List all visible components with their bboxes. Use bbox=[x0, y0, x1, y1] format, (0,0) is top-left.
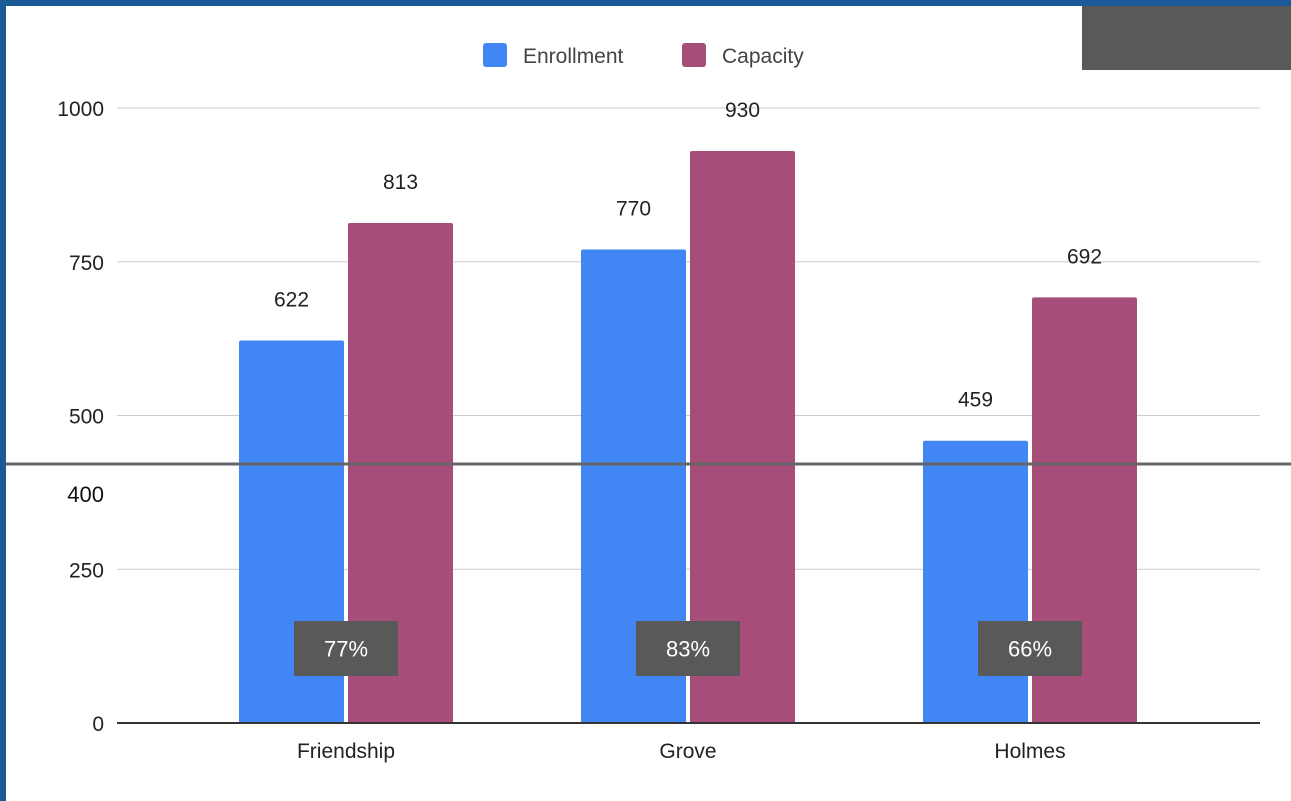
bar-capacity-grove bbox=[690, 151, 795, 724]
x-category-label: Holmes bbox=[994, 740, 1065, 763]
legend-swatch bbox=[483, 43, 507, 67]
x-category-label: Friendship bbox=[297, 740, 395, 763]
bar-chart: 0 250 500 750 1000 622 813 Friendship 77% 770 930 G… bbox=[6, 43, 1291, 763]
bar-enrollment-grove bbox=[581, 249, 686, 723]
data-label: 692 bbox=[1067, 245, 1102, 268]
chart-frame: 0 250 500 750 1000 622 813 Friendship 77% 770 930 G… bbox=[6, 6, 1291, 801]
y-tick-label: 500 bbox=[69, 406, 104, 429]
bar-capacity-holmes bbox=[1032, 297, 1137, 723]
y-tick-label: 250 bbox=[69, 559, 104, 582]
ratio-box bbox=[636, 621, 740, 676]
y-tick-label: 750 bbox=[69, 252, 104, 275]
data-label: 622 bbox=[274, 288, 309, 311]
ratio-label: 66% bbox=[1008, 637, 1052, 662]
legend-label: Enrollment bbox=[523, 45, 624, 68]
data-label: 459 bbox=[958, 389, 993, 412]
data-label: 770 bbox=[616, 197, 651, 220]
reference-line-label: 400 bbox=[67, 482, 104, 507]
bar-capacity-friendship bbox=[348, 223, 453, 723]
ratio-label: 77% bbox=[324, 637, 368, 662]
ratio-box bbox=[294, 621, 398, 676]
data-label: 813 bbox=[383, 171, 418, 194]
legend-swatch bbox=[682, 43, 706, 67]
data-label: 930 bbox=[725, 99, 760, 122]
ratio-label: 83% bbox=[666, 637, 710, 662]
bar-enrollment-holmes bbox=[923, 440, 1028, 723]
x-category-label: Grove bbox=[659, 740, 716, 763]
y-tick-label: 1000 bbox=[57, 98, 104, 121]
y-tick-label: 0 bbox=[92, 713, 104, 736]
corner-box bbox=[1082, 6, 1291, 70]
ratio-box bbox=[978, 621, 1082, 676]
legend-label: Capacity bbox=[722, 45, 804, 68]
